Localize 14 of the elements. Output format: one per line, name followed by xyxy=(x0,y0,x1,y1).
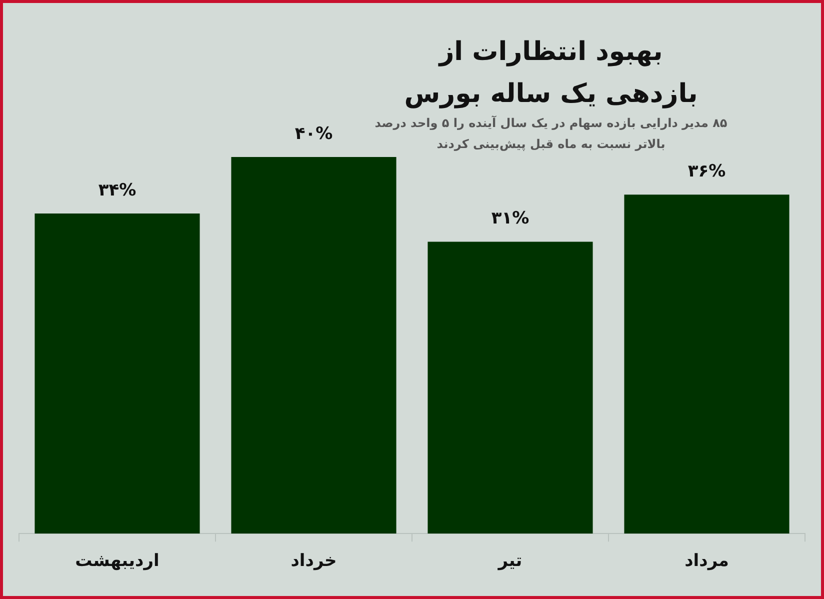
data-label: ۳۱% xyxy=(491,208,530,229)
bar xyxy=(624,194,790,534)
chart-title: بهبود انتظارات از بازدهی یک ساله بورس xyxy=(403,36,699,111)
x-tick-label: خرداد xyxy=(290,551,337,572)
data-label: ۴۰% xyxy=(294,124,333,144)
bar xyxy=(34,213,200,534)
bar xyxy=(428,242,593,534)
x-tick-label: مرداد xyxy=(684,551,729,572)
chart-subtitle: ۸۵ مدیر دارایی بازده سهام در یک سال آینده را ۵ واحد درصد بالاتر نسبت به ماه قبل پیش‌بینی کردند xyxy=(374,114,728,153)
x-tick-label: تیر xyxy=(497,551,522,572)
data-label: ۳۴% xyxy=(98,180,136,200)
bar xyxy=(231,157,396,534)
x-tick-label: اردیبهشت xyxy=(75,551,160,572)
data-label: ۳۶% xyxy=(688,162,726,182)
